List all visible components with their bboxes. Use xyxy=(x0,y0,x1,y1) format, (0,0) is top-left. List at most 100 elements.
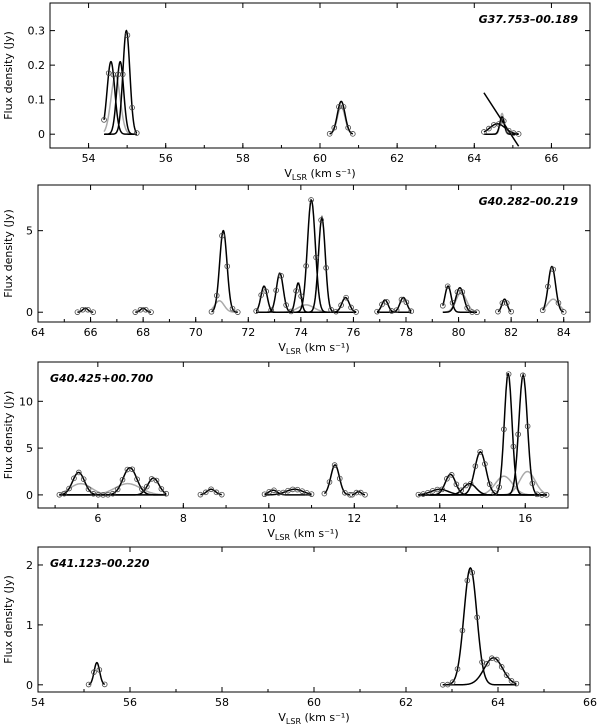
data-point xyxy=(453,481,460,488)
x-tick-label: 62 xyxy=(399,696,413,709)
panel-title: G40.425+00.700 xyxy=(50,372,153,385)
data-point xyxy=(321,490,328,497)
y-tick-label: 2 xyxy=(26,559,33,572)
data-point xyxy=(328,306,334,313)
data-point xyxy=(343,294,349,301)
data-point xyxy=(425,489,431,496)
data-point xyxy=(345,124,351,131)
plot-frame xyxy=(37,361,569,509)
data-point xyxy=(80,476,87,482)
spectral-feature-1 xyxy=(101,29,140,136)
data-point xyxy=(331,462,338,468)
data-point xyxy=(439,486,445,493)
panel-title: G37.753–00.189 xyxy=(479,13,579,26)
data-point xyxy=(85,681,92,688)
data-point xyxy=(139,486,145,492)
data-point xyxy=(510,443,517,450)
data-point xyxy=(208,308,215,315)
data-point xyxy=(132,309,139,315)
data-point xyxy=(353,309,359,315)
data-point xyxy=(550,266,556,273)
x-tick-label: 6 xyxy=(94,512,101,525)
x-tick-label: 80 xyxy=(452,326,466,339)
spectral-feature-1 xyxy=(74,306,96,315)
data-point xyxy=(85,486,92,492)
spectral-feature-2 xyxy=(132,306,154,315)
data-point xyxy=(503,672,510,678)
spectral-feature-1 xyxy=(85,661,108,688)
fit-component xyxy=(256,198,357,313)
data-point xyxy=(464,305,471,311)
x-tick-label: 60 xyxy=(307,696,321,709)
spectral-feature-7 xyxy=(495,298,514,315)
x-axis-label: VLSR (km s⁻¹) xyxy=(278,341,349,356)
data-point xyxy=(74,309,81,315)
spectral-feature-2 xyxy=(439,566,520,688)
data-point xyxy=(474,614,480,621)
data-point xyxy=(129,104,135,111)
panel-4: 54 56 58 60 62 64 66 0 1 2 Flux density (Jy) VLSR (… xyxy=(2,546,597,726)
data-point xyxy=(119,476,126,483)
data-point xyxy=(357,489,364,496)
data-point xyxy=(148,476,155,482)
data-point xyxy=(463,482,469,489)
data-point xyxy=(353,489,360,496)
fit-component xyxy=(418,372,547,496)
data-point xyxy=(283,302,289,308)
data-point xyxy=(505,127,512,134)
data-point xyxy=(458,487,464,494)
data-point xyxy=(338,302,344,308)
x-tick-label: 58 xyxy=(215,696,229,709)
data-point xyxy=(142,306,149,313)
data-point xyxy=(508,678,515,684)
data-point xyxy=(124,32,131,39)
y-tick-label: 0.3 xyxy=(28,25,46,38)
data-point xyxy=(85,306,91,313)
data-point xyxy=(326,131,333,137)
x-tick-label: 8 xyxy=(180,512,187,525)
x-tick-label: 12 xyxy=(347,512,361,525)
fit-component xyxy=(418,450,547,496)
data-point xyxy=(197,491,204,498)
data-point xyxy=(408,308,415,314)
data-point xyxy=(560,309,567,315)
data-point xyxy=(110,490,116,497)
x-tick-label: 56 xyxy=(123,696,137,709)
x-tick-label: 72 xyxy=(241,326,255,339)
data-point xyxy=(323,265,329,271)
spectral-feature-3 xyxy=(261,486,315,498)
data-point xyxy=(202,489,209,496)
data-point xyxy=(486,481,493,487)
x-tick-label: 62 xyxy=(390,152,404,165)
data-point xyxy=(362,491,368,498)
x-tick-label: 70 xyxy=(189,326,203,339)
x-tick-label: 58 xyxy=(236,152,250,165)
data-point xyxy=(459,289,466,295)
x-axis-label: VLSR (km s⁻¹) xyxy=(278,711,349,726)
data-point xyxy=(524,423,531,430)
data-point xyxy=(449,300,456,306)
data-point xyxy=(398,296,405,303)
data-point xyxy=(482,461,488,467)
y-tick-label: 0 xyxy=(38,128,45,141)
data-point xyxy=(484,660,490,667)
x-tick-label: 66 xyxy=(583,696,597,709)
x-tick-label: 64 xyxy=(31,326,45,339)
fit-component xyxy=(442,285,477,313)
data-point xyxy=(486,125,492,132)
data-point xyxy=(261,491,268,498)
y-tick-label: 0 xyxy=(26,679,33,692)
panel-3: 6 8 10 12 14 16 0 5 10 Flux density (Jy) VLSR (km … xyxy=(2,361,569,542)
data-point xyxy=(501,426,507,433)
x-tick-label: 68 xyxy=(136,326,150,339)
fit-component xyxy=(264,489,312,496)
data-point xyxy=(144,483,150,490)
x-tick-label: 84 xyxy=(557,326,571,339)
data-point xyxy=(496,484,502,490)
data-point xyxy=(158,486,165,492)
y-axis-label: Flux density (Jy) xyxy=(2,391,15,480)
data-point xyxy=(308,197,314,203)
data-point xyxy=(495,308,501,315)
fit-component xyxy=(483,123,519,135)
